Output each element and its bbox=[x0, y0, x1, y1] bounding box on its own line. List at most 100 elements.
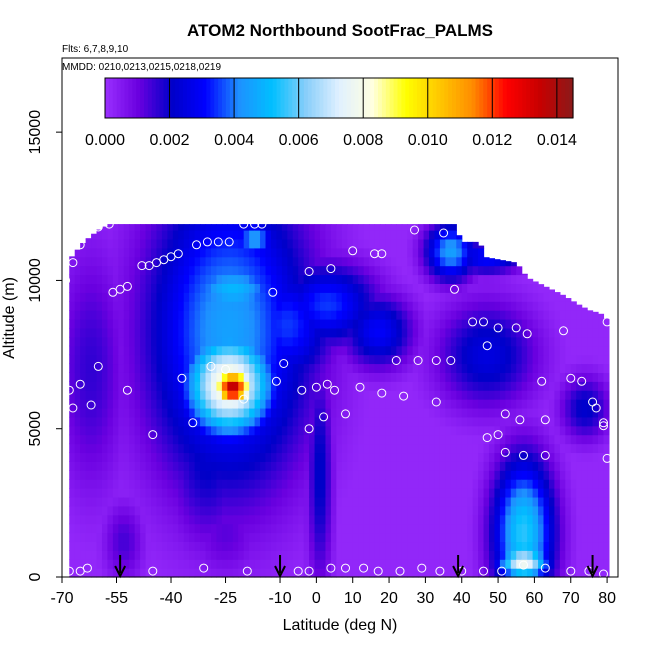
heatmap-cell bbox=[532, 416, 539, 427]
heatmap-cell bbox=[140, 372, 147, 382]
heatmap-cell bbox=[532, 281, 539, 284]
heatmap-cell bbox=[434, 283, 441, 293]
heatmap-cell bbox=[189, 247, 196, 258]
heatmap-cell bbox=[221, 292, 228, 302]
heatmap-cell bbox=[80, 461, 87, 471]
heatmap-cell bbox=[216, 532, 223, 543]
heatmap-cell bbox=[183, 470, 190, 480]
heatmap-cell bbox=[336, 461, 343, 471]
heatmap-cell bbox=[472, 461, 479, 471]
heatmap-cell bbox=[379, 550, 387, 560]
heatmap-cell bbox=[581, 541, 588, 551]
heatmap-cell bbox=[396, 327, 403, 338]
heatmap-cell bbox=[543, 399, 550, 409]
heatmap-cell bbox=[330, 399, 337, 409]
heatmap-cell bbox=[249, 292, 256, 302]
heatmap-cell bbox=[478, 559, 485, 569]
heatmap-cell bbox=[576, 559, 583, 569]
heatmap-cell bbox=[151, 443, 158, 454]
heatmap-cell bbox=[172, 434, 179, 445]
heatmap-cell bbox=[249, 470, 256, 480]
heatmap-cell bbox=[587, 416, 594, 427]
heatmap-cell bbox=[548, 289, 555, 293]
heatmap-cell bbox=[390, 372, 397, 382]
heatmap-cell bbox=[309, 327, 316, 338]
heatmap-cell bbox=[194, 568, 201, 578]
heatmap-cell bbox=[385, 256, 392, 267]
heatmap-cell bbox=[521, 327, 528, 338]
heatmap-cell bbox=[178, 514, 185, 525]
heatmap-cell bbox=[581, 310, 588, 320]
heatmap-cell bbox=[249, 363, 256, 373]
colorbar-tick-label: 0.004 bbox=[214, 132, 254, 149]
heatmap-cell bbox=[134, 550, 141, 560]
heatmap-cell bbox=[101, 443, 109, 454]
sample-point bbox=[391, 356, 401, 365]
heatmap-cell bbox=[390, 336, 397, 347]
heatmap-cell bbox=[270, 354, 277, 365]
heatmap-cell bbox=[140, 488, 147, 498]
heatmap-cell bbox=[559, 381, 566, 391]
heatmap-cell bbox=[227, 541, 234, 551]
heatmap-cell bbox=[314, 443, 321, 454]
heatmap-cell bbox=[69, 461, 76, 471]
plot-frame bbox=[61, 57, 619, 578]
heatmap-cell bbox=[178, 523, 185, 534]
dates-note: MMDD: 0210,0213,0215,0218,0219 bbox=[62, 62, 221, 73]
heatmap-cell bbox=[352, 247, 359, 258]
heatmap-cell bbox=[461, 247, 468, 258]
heatmap-cell bbox=[232, 443, 239, 454]
heatmap-cell bbox=[161, 230, 168, 240]
heatmap-cell bbox=[238, 363, 245, 373]
heatmap-cell bbox=[538, 345, 545, 356]
heatmap-cell bbox=[347, 479, 354, 489]
heatmap-cell bbox=[527, 336, 534, 347]
heatmap-cell bbox=[145, 327, 152, 338]
heatmap-cell bbox=[292, 523, 299, 534]
heatmap-cell bbox=[243, 301, 250, 311]
heatmap-cell bbox=[576, 425, 583, 436]
heatmap-cell bbox=[587, 496, 594, 507]
heatmap-cell bbox=[287, 238, 294, 249]
heatmap-cell bbox=[309, 390, 316, 400]
heatmap-cell bbox=[374, 318, 381, 329]
heatmap-cell bbox=[445, 479, 452, 489]
heatmap-cell bbox=[461, 390, 468, 400]
heatmap-cell bbox=[559, 532, 566, 543]
heatmap-cell bbox=[472, 532, 479, 543]
heatmap-cell bbox=[287, 407, 294, 418]
heatmap-cell bbox=[401, 274, 408, 284]
heatmap-cell bbox=[134, 318, 141, 329]
heatmap-cell bbox=[85, 327, 92, 338]
heatmap-cell bbox=[320, 247, 327, 258]
heatmap-cell bbox=[74, 399, 81, 409]
heatmap-cell bbox=[532, 407, 539, 418]
heatmap-cell bbox=[145, 283, 152, 293]
heatmap-cell bbox=[461, 416, 468, 427]
heatmap-cell bbox=[358, 470, 365, 480]
heatmap-cell bbox=[347, 470, 354, 480]
heatmap-cell bbox=[418, 292, 425, 302]
heatmap-cell bbox=[167, 301, 174, 311]
heatmap-cell bbox=[407, 327, 414, 338]
heatmap-cell bbox=[292, 399, 299, 409]
heatmap-cell bbox=[439, 452, 446, 462]
heatmap-cell bbox=[91, 479, 98, 489]
heatmap-cell bbox=[227, 354, 234, 365]
heatmap-cell bbox=[352, 372, 359, 382]
heatmap-cell bbox=[407, 256, 414, 267]
heatmap-cell bbox=[418, 318, 425, 329]
heatmap-cell bbox=[488, 523, 496, 534]
heatmap-cell bbox=[592, 532, 599, 543]
heatmap-cell bbox=[548, 568, 555, 578]
heatmap-cell bbox=[254, 550, 261, 560]
heatmap-cell bbox=[118, 256, 125, 267]
heatmap-cell bbox=[532, 461, 539, 471]
heatmap-cell bbox=[303, 416, 310, 427]
heatmap-cell bbox=[281, 505, 288, 516]
heatmap-cell bbox=[314, 425, 321, 436]
heatmap-cell bbox=[379, 283, 387, 293]
heatmap-cell bbox=[603, 318, 610, 320]
heatmap-cell bbox=[401, 256, 408, 267]
heatmap-cell bbox=[161, 372, 168, 382]
